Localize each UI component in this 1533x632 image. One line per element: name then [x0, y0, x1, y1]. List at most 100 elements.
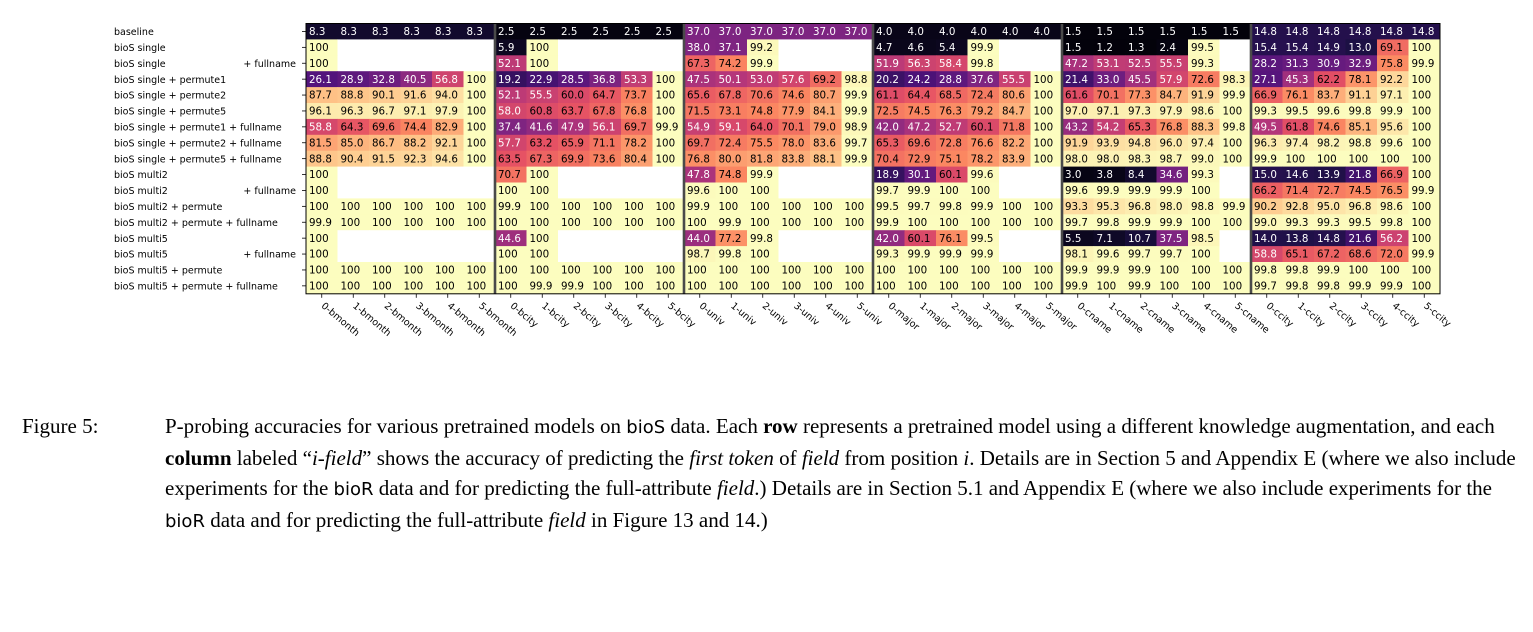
column-label: 1-major	[917, 301, 952, 333]
cell-value-label: 100	[1412, 169, 1432, 181]
heatmap-cell	[1062, 39, 1094, 56]
row-label: bioS single + permute5	[114, 107, 226, 118]
cell-value-label: 100	[1223, 106, 1243, 118]
cell-value-label: 37.5	[1160, 233, 1183, 245]
heatmap-cell	[967, 150, 1000, 167]
heatmap-cell	[1188, 214, 1220, 231]
row-label: bioS single + permute1 + fullname	[114, 122, 282, 133]
cell-value-label: 28.8	[939, 74, 962, 86]
cell-value-label: 74.2	[719, 58, 742, 70]
heatmap-cell	[652, 118, 685, 136]
row-label: bioS multi5 + permute	[114, 266, 222, 277]
heatmap-cell	[1219, 118, 1252, 136]
heatmap-cell	[967, 230, 1000, 247]
heatmap-cell	[1062, 23, 1094, 40]
heatmap-cell-empty	[810, 246, 842, 263]
cell-value-label: 63.5	[498, 153, 521, 165]
heatmap-cell-empty	[841, 39, 874, 56]
heatmap-cell	[1314, 87, 1346, 104]
cell-value-label: 91.6	[404, 90, 427, 102]
cell-value-label: 99.8	[939, 201, 962, 213]
heatmap-cell	[841, 214, 874, 231]
heatmap-cell	[904, 214, 937, 231]
heatmap-cell	[1408, 198, 1441, 215]
heatmap-cell	[463, 214, 496, 231]
heatmap-cell	[1377, 230, 1409, 247]
cell-value-label: 100	[372, 217, 392, 229]
cell-value-label: 99.6	[1065, 185, 1088, 197]
heatmap-cell	[967, 23, 1000, 40]
heatmap-cell	[495, 71, 527, 88]
heatmap-cell-empty	[621, 39, 653, 56]
heatmap-cell	[432, 150, 464, 167]
cell-value-label: 76.8	[1160, 121, 1183, 133]
heatmap-cell	[1062, 230, 1094, 247]
heatmap-cell	[1377, 71, 1409, 88]
cell-value-label: 72.5	[876, 106, 899, 118]
cell-value-label: 100	[309, 169, 329, 181]
cell-value-label: 100	[309, 42, 329, 54]
heatmap-cell-empty	[463, 39, 496, 56]
heatmap-cell	[841, 277, 874, 295]
caption-text: P-probing accuracies for various pretrai…	[165, 414, 1516, 532]
heatmap-cell	[495, 87, 527, 104]
cell-value-label: 100	[498, 249, 518, 261]
heatmap-cell	[1093, 198, 1126, 215]
cell-value-label: 100	[624, 280, 644, 292]
cell-value-label: 100	[435, 280, 455, 292]
cell-value-label: 100	[813, 217, 833, 229]
cell-value-label: 94.0	[435, 90, 458, 102]
cell-value-label: 1.5	[1097, 26, 1113, 38]
row-label: bioS multi2	[114, 170, 168, 181]
column-label: 5-bcity	[665, 301, 697, 331]
cell-value-label: 8.3	[309, 26, 325, 38]
cell-value-label: 80.4	[624, 153, 647, 165]
cell-value-label: 100	[1160, 265, 1180, 277]
heatmap-cell	[589, 277, 622, 295]
heatmap-cell	[747, 198, 779, 215]
cell-value-label: 13.0	[1349, 42, 1372, 54]
cell-value-label: 43.2	[1065, 121, 1088, 133]
heatmap-cell	[337, 262, 370, 279]
cell-value-label: 100	[971, 265, 991, 277]
cell-value-label: 100	[1380, 153, 1400, 165]
heatmap-cell	[936, 166, 968, 183]
cell-value-label: 14.0	[1254, 233, 1277, 245]
cell-value-label: 2.5	[530, 26, 546, 38]
heatmap-cell	[1314, 150, 1346, 167]
cell-value-label: 68.6	[1349, 249, 1372, 261]
cell-value-label: 99.9	[1380, 106, 1403, 118]
cell-value-label: 88.3	[1191, 121, 1214, 133]
heatmap-cell	[432, 214, 464, 231]
cell-value-label: 99.0	[1254, 217, 1277, 229]
cell-value-label: 99.5	[1191, 42, 1214, 54]
cell-value-label: 100	[341, 280, 361, 292]
cell-value-label: 99.3	[876, 249, 899, 261]
cell-value-label: 76.1	[1286, 90, 1309, 102]
heatmap-cell	[1030, 23, 1063, 40]
heatmap-cell	[936, 214, 968, 231]
cell-value-label: 99.6	[971, 169, 994, 181]
cell-value-label: 100	[939, 217, 959, 229]
cell-value-label: 2.5	[561, 26, 577, 38]
heatmap-cell	[463, 103, 496, 120]
heatmap-cell	[1062, 134, 1094, 152]
heatmap-cell-empty	[1219, 230, 1252, 247]
cell-value-label: 90.1	[372, 90, 395, 102]
heatmap-cell	[589, 150, 622, 167]
cell-value-label: 14.8	[1286, 26, 1309, 38]
heatmap-cell	[558, 198, 590, 215]
heatmap-cell	[747, 103, 779, 120]
cell-value-label: 100	[1349, 153, 1369, 165]
heatmap-cell	[841, 198, 874, 215]
cell-value-label: 99.8	[1349, 106, 1372, 118]
cell-value-label: 69.7	[624, 121, 647, 133]
heatmap-cell	[1093, 230, 1126, 247]
cell-value-label: 100	[1002, 280, 1022, 292]
cell-value-label: 2.5	[624, 26, 640, 38]
heatmap-cell	[1345, 39, 1378, 56]
cell-value-label: 96.8	[1128, 201, 1151, 213]
heatmap-cell	[936, 246, 968, 263]
cell-value-label: 91.9	[1065, 137, 1088, 149]
heatmap-cell	[1062, 182, 1094, 199]
